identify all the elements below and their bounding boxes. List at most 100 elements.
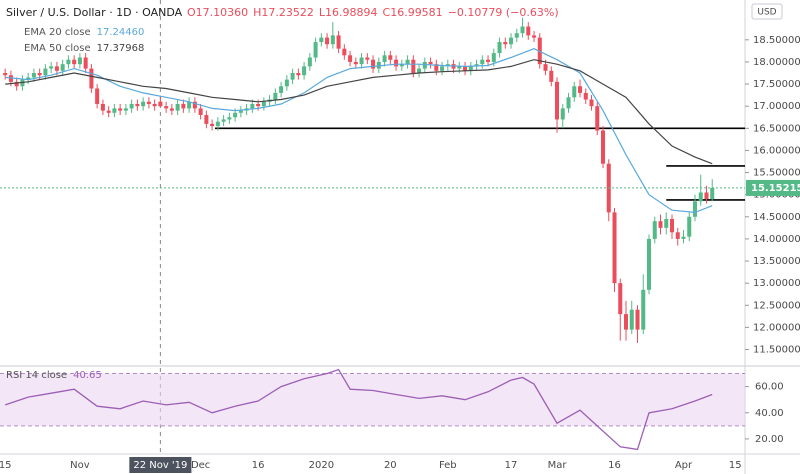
candle-body: [681, 236, 686, 239]
candle-body: [394, 59, 399, 67]
last-price-box: [746, 179, 800, 196]
candle-body: [192, 101, 197, 109]
candle-body: [31, 73, 36, 78]
candle-body: [146, 101, 151, 104]
candle-body: [3, 73, 8, 76]
x-tick-label: 16: [252, 460, 265, 471]
candle-body: [330, 35, 335, 45]
candle-body: [646, 238, 652, 290]
candle-body: [135, 103, 140, 107]
rsi-value: 40.65: [73, 370, 102, 381]
candle-body: [233, 112, 238, 118]
candle-body: [72, 59, 77, 65]
candle-body: [158, 101, 163, 107]
candle-body: [348, 55, 353, 62]
x-tick-label: Dec: [191, 460, 210, 471]
candle-body: [623, 314, 629, 330]
candle-body: [583, 92, 588, 100]
candle-body: [555, 81, 560, 120]
candle-body: [612, 212, 617, 284]
candle-body: [675, 232, 680, 239]
candle-body: [123, 108, 128, 111]
y-tick-label: 11.50000: [753, 345, 800, 356]
candle-body: [652, 221, 657, 239]
candle-body: [204, 115, 209, 124]
x-tick-label: Nov: [70, 460, 90, 471]
crosshair-date-box: [129, 457, 192, 473]
candle-body: [250, 103, 255, 109]
legend-name: EMA 20 close: [24, 27, 91, 38]
x-tick-label: Mar: [548, 460, 568, 471]
candle-body: [112, 108, 117, 113]
candle-body: [371, 59, 376, 69]
candle-body: [181, 103, 186, 109]
candle-body: [336, 35, 341, 49]
candle-body: [353, 61, 358, 65]
y-tick-label: 18.50000: [753, 35, 800, 46]
candle-body: [520, 26, 525, 34]
ohlc-value: C16.99581: [383, 6, 443, 19]
y-tick-label: 13.50000: [753, 256, 800, 267]
rsi-tick-label: 20.00: [755, 434, 784, 445]
candle-body: [227, 117, 232, 120]
candle-body: [532, 35, 537, 38]
legend-entry: EMA 50 close 17.37968: [24, 43, 144, 54]
candle-body: [514, 33, 519, 38]
candle-body: [509, 37, 514, 45]
x-tick-label: 16: [608, 460, 621, 471]
change: −0.10779 (−0.63%): [448, 6, 559, 19]
candle-body: [440, 66, 445, 71]
candle-body: [296, 73, 301, 76]
candle-body: [221, 119, 226, 122]
candle-body: [290, 73, 295, 80]
candle-body: [595, 106, 600, 131]
candle-body: [14, 81, 19, 87]
candle-body: [307, 57, 312, 67]
last-price-label: 15.15215: [751, 183, 800, 194]
candle-body: [60, 64, 65, 71]
ohlc-value: H17.23522: [253, 6, 314, 19]
legend-value: 17.24460: [97, 27, 145, 38]
candle-body: [279, 86, 284, 93]
y-tick-label: 18.00000: [753, 57, 800, 68]
y-tick-label: 16.50000: [753, 123, 800, 134]
candle-body: [118, 108, 123, 111]
candle-body: [284, 79, 289, 87]
candle-body: [560, 108, 565, 120]
candle-body: [669, 219, 675, 233]
candle-body: [365, 57, 370, 60]
y-tick-label: 12.00000: [753, 322, 800, 333]
candle-body: [319, 37, 324, 43]
candle-body: [238, 110, 243, 113]
candle-body: [704, 192, 709, 200]
x-tick-label: Feb: [439, 460, 457, 471]
candle-body: [325, 37, 330, 45]
rsi-name: RSI 14 close: [6, 370, 67, 381]
x-tick-label: 20: [384, 460, 397, 471]
currency-box: [751, 3, 783, 20]
candle-body: [187, 101, 192, 109]
candle-body: [198, 108, 203, 116]
candle-body: [428, 61, 433, 65]
candle-body: [549, 70, 554, 82]
candle-body: [641, 289, 646, 330]
candle-body: [342, 48, 347, 56]
candle-body: [422, 61, 427, 69]
candle-body: [95, 88, 100, 104]
title: Silver / U.S. Dollar · 1D · OANDA: [6, 6, 183, 19]
candle-body: [503, 42, 508, 45]
candle-body: [164, 106, 169, 109]
legend-entry: EMA 20 close 17.24460: [24, 27, 144, 38]
legend-value: 17.37968: [97, 43, 145, 54]
candle-body: [152, 103, 157, 107]
candle-body: [106, 110, 111, 113]
candle-body: [141, 101, 146, 107]
candle-body: [411, 59, 416, 73]
candle-body: [210, 123, 215, 127]
candle-body: [382, 55, 387, 62]
candle-body: [491, 53, 496, 62]
candle-body: [37, 73, 42, 76]
candle-body: [566, 97, 571, 109]
x-tick-label: Apr: [675, 460, 693, 471]
